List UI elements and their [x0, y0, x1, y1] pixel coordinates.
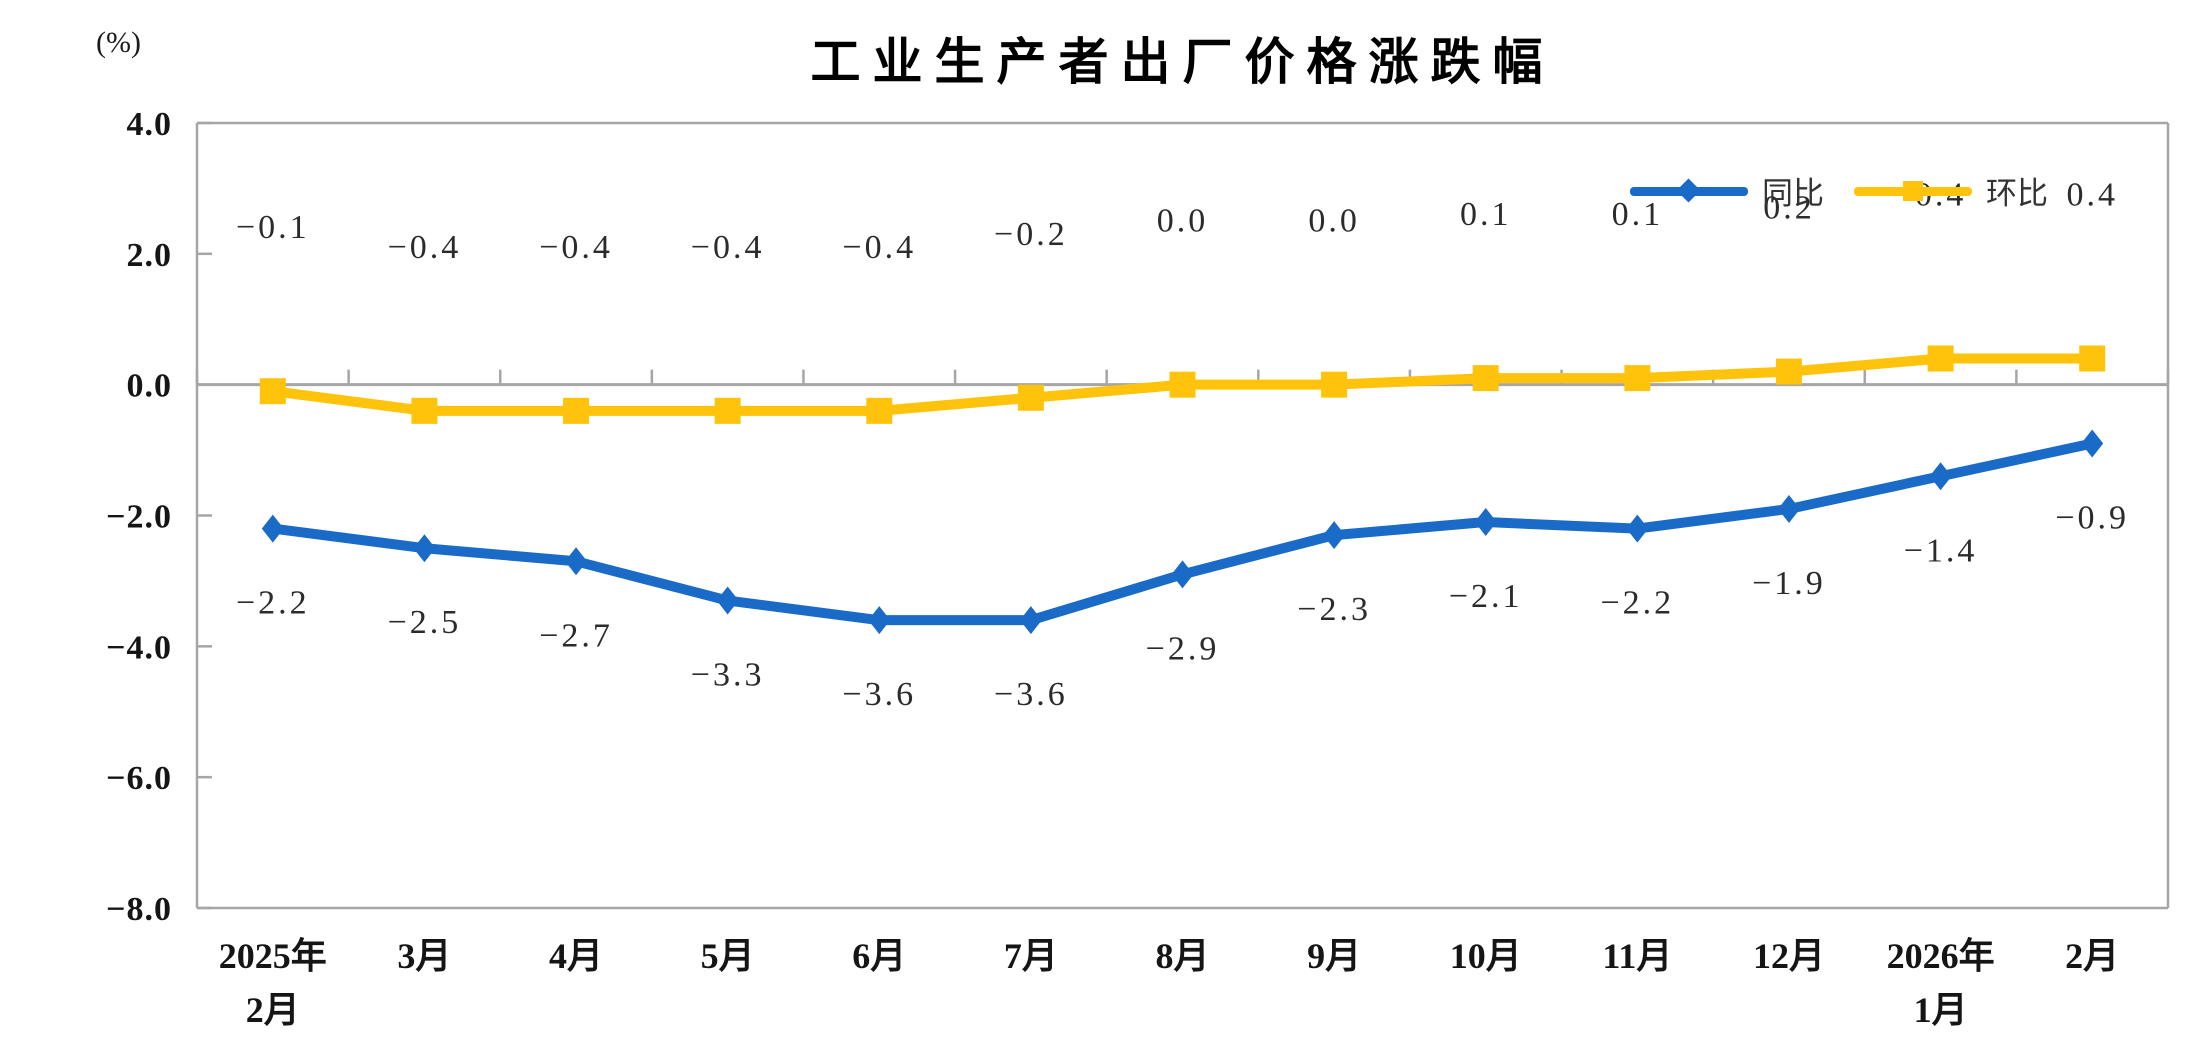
x-tick-label: 8月 — [1155, 936, 1209, 976]
data-label-mom: −0.4 — [388, 229, 462, 266]
data-label-yoy: −2.1 — [1449, 578, 1523, 615]
square-marker-icon — [1017, 384, 1044, 411]
diamond-marker-icon — [2081, 429, 2104, 458]
legend-swatch-yoy — [1630, 176, 1748, 206]
square-marker-icon — [1903, 180, 1923, 201]
square-marker-icon — [563, 397, 590, 424]
legend-item-mom: 环比 — [1854, 168, 2048, 213]
y-tick-label: −6.0 — [106, 760, 172, 797]
data-label-yoy: −0.9 — [2055, 500, 2129, 537]
data-label-mom: 0.0 — [1157, 203, 1209, 240]
x-tick-label: 4月 — [549, 936, 603, 976]
data-label-yoy: −2.2 — [236, 585, 310, 622]
x-tick-label: 9月 — [1307, 936, 1361, 976]
x-tick-label: 2月 — [2065, 936, 2119, 976]
square-marker-icon — [714, 397, 741, 424]
data-label-yoy: −3.6 — [842, 676, 916, 713]
data-label-yoy: −2.9 — [1146, 630, 1220, 667]
data-label-yoy: −1.9 — [1752, 565, 1826, 602]
diamond-marker-icon — [716, 586, 739, 615]
legend-label-yoy: 同比 — [1762, 176, 1824, 211]
data-label-mom: 0.0 — [1308, 203, 1360, 240]
diamond-marker-icon — [868, 606, 891, 635]
square-marker-icon — [1169, 371, 1196, 398]
diamond-marker-icon — [261, 514, 284, 543]
square-marker-icon — [1321, 371, 1348, 398]
square-marker-icon — [2079, 345, 2106, 372]
legend-item-yoy: 同比 — [1630, 168, 1824, 213]
x-tick-label: 2025年 2月 — [219, 936, 327, 1030]
diamond-marker-icon — [1676, 177, 1701, 203]
y-tick-label: 0.0 — [127, 368, 173, 405]
data-label-mom: −0.4 — [691, 229, 765, 266]
y-tick-label: −4.0 — [106, 629, 172, 666]
data-label-yoy: −1.4 — [1904, 532, 1978, 569]
data-label-yoy: −3.3 — [691, 657, 765, 694]
data-label-yoy: −2.7 — [539, 617, 613, 654]
diamond-marker-icon — [413, 534, 436, 563]
data-label-mom: 0.2 — [1763, 190, 1815, 227]
data-label-mom: 0.1 — [1612, 196, 1664, 233]
square-marker-icon — [1775, 358, 1802, 385]
y-axis-unit-label: (%) — [96, 26, 141, 59]
data-label-mom: 0.1 — [1460, 196, 1512, 233]
diamond-marker-icon — [565, 547, 588, 576]
y-tick-label: −2.0 — [106, 499, 172, 536]
x-tick-label: 12月 — [1753, 936, 1825, 976]
square-marker-icon — [1624, 365, 1651, 392]
x-tick-label: 10月 — [1450, 936, 1522, 976]
legend: 同比 环比 — [1630, 168, 2048, 213]
series-mom — [259, 345, 2106, 424]
series-yoy — [261, 429, 2104, 635]
data-label-yoy: −2.2 — [1601, 585, 1675, 622]
data-label-yoy: −2.3 — [1297, 591, 1371, 628]
x-tick-label: 6月 — [852, 936, 906, 976]
square-marker-icon — [259, 378, 286, 405]
y-tick-label: 4.0 — [127, 106, 173, 143]
data-labels-yoy: −2.2 −2.5 −2.7 −3.3 −3.6 −3.6 −2.9 −2.3 −2.1 −2.2… — [236, 500, 2129, 714]
x-axis-labels: 2025年 2月 3月 4月 5月 6月 7月 8月 9月 10月 11月 12月 2026年 1月 2月 — [219, 936, 2119, 1030]
diamond-marker-icon — [1171, 560, 1194, 589]
chart-title: 工业生产者出厂价格涨跌幅 — [810, 34, 1555, 90]
diamond-marker-icon — [1019, 606, 1042, 635]
diamond-marker-icon — [1474, 508, 1497, 537]
data-label-mom: −0.4 — [539, 229, 613, 266]
data-label-mom: −0.4 — [842, 229, 916, 266]
x-tick-label: 7月 — [1004, 936, 1058, 976]
x-tick-label: 3月 — [397, 936, 451, 976]
y-tick-label: −8.0 — [106, 891, 172, 928]
y-tick-label: 2.0 — [127, 237, 173, 274]
square-marker-icon — [1472, 365, 1499, 392]
data-label-mom: 0.4 — [2066, 177, 2118, 214]
data-label-yoy: −2.5 — [388, 604, 462, 641]
legend-label-mom: 环比 — [1986, 176, 2048, 211]
diamond-marker-icon — [1777, 494, 1800, 523]
legend-swatch-mom — [1854, 176, 1972, 206]
data-label-mom: −0.2 — [994, 216, 1068, 253]
square-marker-icon — [411, 397, 438, 424]
data-label-mom: −0.1 — [236, 209, 310, 246]
diamond-marker-icon — [1626, 514, 1649, 543]
x-tick-label: 5月 — [701, 936, 755, 976]
diamond-marker-icon — [1929, 462, 1952, 491]
diamond-marker-icon — [1323, 521, 1346, 550]
square-marker-icon — [866, 397, 893, 424]
square-marker-icon — [1927, 345, 1954, 372]
x-tick-label: 2026年 1月 — [1887, 936, 1995, 1030]
y-axis-labels: 4.0 2.0 0.0 −2.0 −4.0 −6.0 −8.0 — [106, 106, 212, 928]
x-tick-label: 11月 — [1602, 936, 1672, 976]
data-label-yoy: −3.6 — [994, 676, 1068, 713]
plot-border — [195, 121, 2170, 910]
